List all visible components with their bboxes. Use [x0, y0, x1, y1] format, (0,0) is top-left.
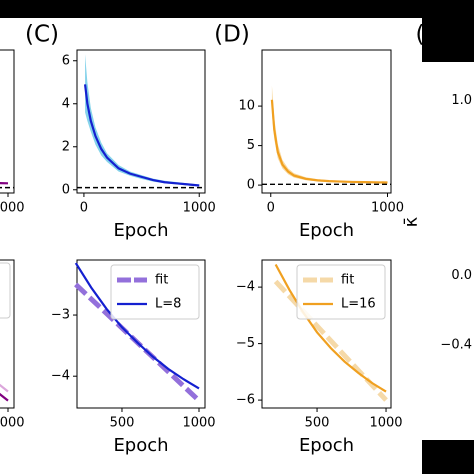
y-tick-label: 0 [62, 182, 70, 197]
x-axis-label: Epoch [113, 220, 168, 241]
y-tick-label: 0 [247, 178, 255, 193]
legend-label: L=16 [341, 297, 376, 312]
axes-frame [76, 49, 206, 194]
x-tick-label: 1000 [0, 416, 25, 431]
y-tick-label: 1.0 [451, 93, 472, 108]
series-line [270, 99, 388, 184]
y-tick-label: 4 [62, 96, 70, 111]
x-tick-label: 1000 [0, 201, 25, 216]
y-tick-label: −6 [236, 393, 255, 408]
x-tick-label: 0 [267, 201, 275, 216]
series-line [83, 84, 200, 187]
occluder [422, 440, 474, 474]
x-axis-label: Epoch [113, 435, 168, 456]
axes-frame [0, 49, 15, 194]
series-line [74, 262, 200, 390]
series-line [0, 383, 9, 393]
y-tick-label: −4 [236, 280, 255, 295]
occluder [422, 0, 474, 62]
legend-label: fit [341, 273, 354, 288]
panel-label: (C) [25, 22, 59, 48]
x-tick-label: 1000 [369, 416, 402, 431]
axes-frame [76, 259, 206, 409]
legend-label: L=8 [155, 297, 181, 312]
x-tick-label: 1000 [183, 201, 216, 216]
y-tick-label: −4 [51, 369, 70, 384]
axes-frame [261, 259, 392, 409]
y-tick-label: −0.4 [440, 338, 472, 353]
x-tick-label: 0 [80, 201, 88, 216]
legend-frame [296, 264, 386, 320]
panel-label: (D) [214, 22, 250, 48]
panel-label: ( [416, 22, 425, 48]
y-tick-label: 10 [238, 99, 255, 114]
y-tick-label: 6 [62, 53, 70, 68]
x-tick-label: 500 [110, 416, 135, 431]
legend-label: fit [155, 273, 168, 288]
x-axis-label: Epoch [299, 435, 354, 456]
y-tick-label: −3 [51, 308, 70, 323]
y-tick-label: 2 [62, 139, 70, 154]
y-tick-label: 5 [247, 138, 255, 153]
series-line [274, 263, 387, 393]
legend-frame [0, 262, 11, 319]
x-tick-label: 500 [305, 416, 330, 431]
x-axis-label: Epoch [299, 220, 354, 241]
x-tick-label: 1000 [371, 201, 404, 216]
series-line [0, 392, 9, 402]
y-tick-label: 0.0 [451, 268, 472, 283]
legend-frame [110, 264, 200, 320]
series-line [0, 182, 9, 185]
y-tick-label: −5 [236, 336, 255, 351]
x-tick-label: 1000 [182, 416, 215, 431]
axes-frame [0, 259, 15, 409]
occluder [0, 0, 474, 18]
axes-frame [261, 49, 392, 194]
y-axis-label: κ̄ [401, 216, 422, 227]
